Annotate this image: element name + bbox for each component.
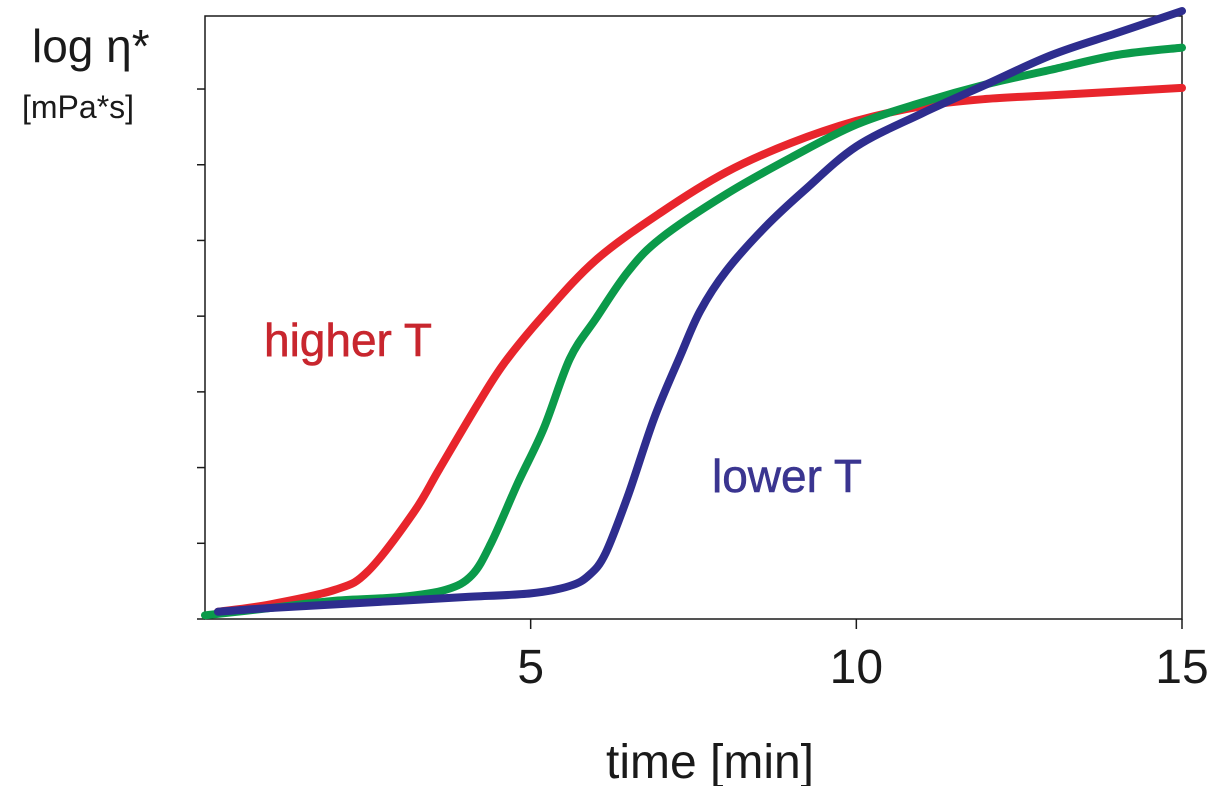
series-line-blue — [214, 7, 1186, 616]
x-axis-label: time [min] — [606, 736, 814, 786]
series-layer — [201, 7, 1186, 620]
x-tick-label: 15 — [1155, 641, 1208, 694]
annotation-higher-t: higher T — [264, 314, 432, 366]
x-axis-ticks — [529, 619, 1183, 629]
annotation-lower-t: lower T — [712, 450, 862, 502]
x-tick-label: 10 — [830, 641, 883, 694]
x-tick-label: 5 — [517, 641, 544, 694]
y-axis-label: log η* — [32, 20, 150, 72]
y-axis-ticks — [197, 88, 205, 620]
series-line-red — [214, 83, 1186, 616]
plot-frame — [204, 15, 1183, 620]
y-axis-unit: [mPa*s] — [22, 89, 134, 125]
x-axis-tick-labels: 5 10 15 — [517, 641, 1208, 694]
